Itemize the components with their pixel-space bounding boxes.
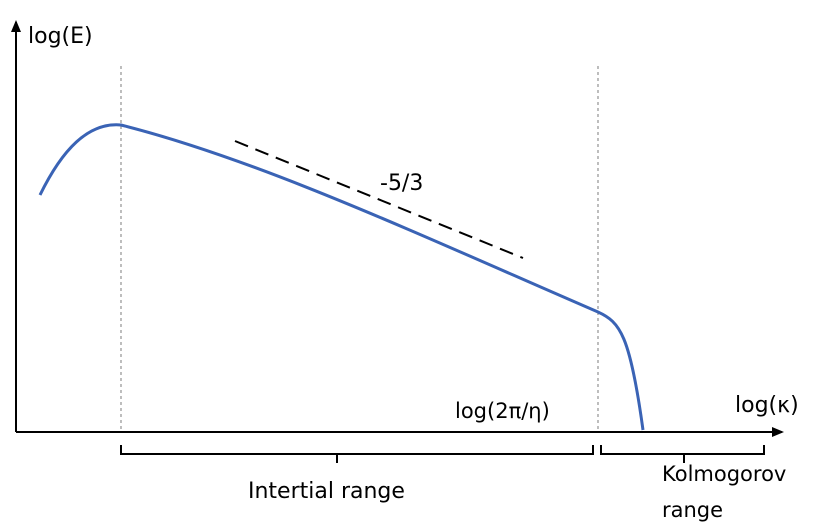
kolmogorov-range-label-line2: range <box>662 498 723 522</box>
energy-spectrum-curve <box>38 123 645 431</box>
slope-label: -5/3 <box>380 171 423 196</box>
y-axis-label: log(E) <box>28 24 93 49</box>
kolmogorov-range-bracket <box>600 445 765 463</box>
x-axis-label: log(κ) <box>735 393 799 418</box>
inertial-range-bracket <box>120 445 594 463</box>
dissipation-wavenumber-label: log(2π/η) <box>455 399 550 423</box>
slope-reference-line <box>234 140 524 259</box>
kolmogorov-range-label-line1: Kolmogorov <box>662 462 786 486</box>
inertial-range-label: Intertial range <box>248 479 405 504</box>
